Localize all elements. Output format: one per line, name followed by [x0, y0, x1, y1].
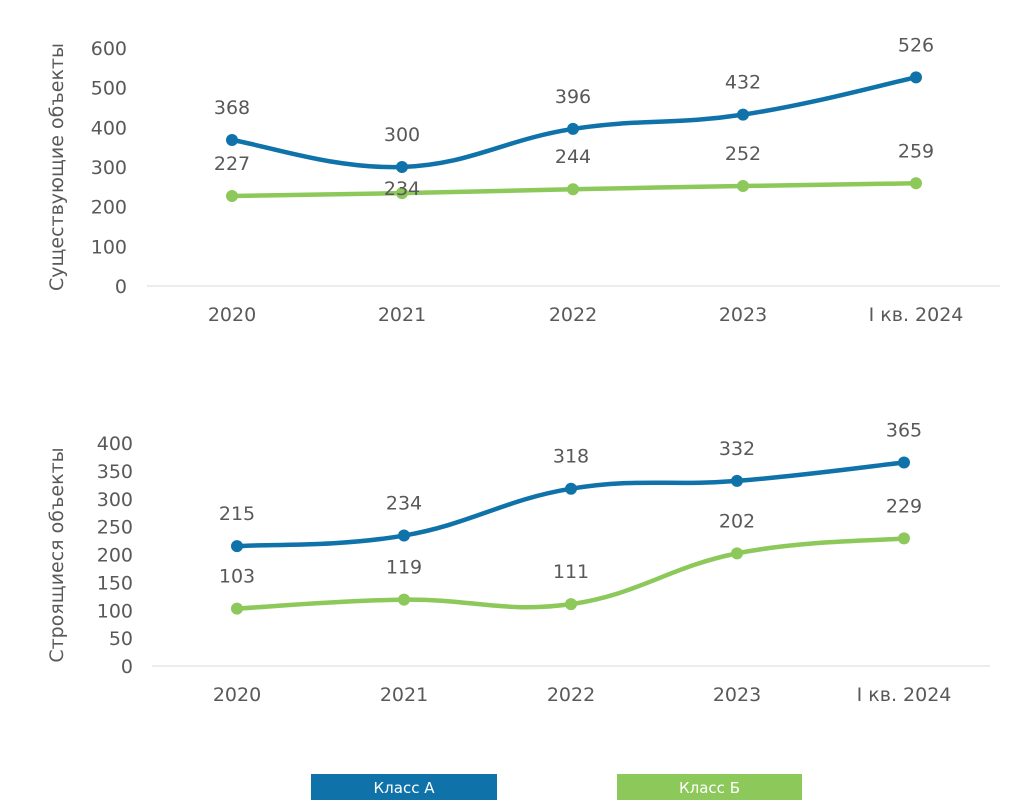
data-point	[910, 177, 922, 190]
y-tick-label: 0	[121, 656, 133, 678]
data-label: 244	[555, 146, 591, 168]
data-point	[226, 134, 238, 147]
y-tick-label: 150	[97, 572, 133, 594]
data-point	[226, 189, 238, 202]
data-label: 432	[725, 72, 761, 94]
x-tick-label: 2021	[380, 684, 428, 706]
y-tick-label: 600	[91, 38, 127, 60]
data-point	[567, 183, 579, 196]
data-label: 227	[214, 153, 250, 175]
data-point	[396, 161, 408, 173]
data-label: 215	[219, 503, 255, 525]
x-tick-label: 2021	[378, 304, 426, 326]
legend-label: Класс Б	[679, 779, 740, 797]
data-label: 234	[386, 493, 422, 515]
y-tick-label: 300	[97, 489, 133, 511]
y-tick-label: 350	[97, 461, 133, 483]
data-point	[567, 122, 579, 135]
legend-label: Класс А	[374, 779, 436, 797]
chart-2: 0 50 100 150 200 250 300 350 400 Строящиеся объек…	[46, 420, 990, 706]
y-tick-label: 200	[91, 197, 127, 219]
legend-swatch	[311, 774, 497, 800]
x-tick-label: 2022	[547, 684, 595, 706]
data-point	[396, 187, 408, 200]
x-tick-label: 2022	[549, 304, 597, 326]
y-axis-title: Существующие объекты	[46, 43, 68, 291]
data-point	[565, 598, 577, 611]
data-point	[398, 593, 410, 606]
y-tick-label: 50	[109, 628, 133, 650]
data-point	[231, 602, 243, 615]
x-tick-label: 2020	[213, 684, 261, 706]
data-label: 396	[555, 86, 591, 108]
data-label: 365	[886, 420, 922, 442]
data-point	[731, 474, 743, 487]
y-tick-label: 0	[115, 276, 127, 298]
data-point	[910, 71, 922, 84]
chart-1: 0 100 200 300 400 500 600 Существующие объекты 2…	[46, 34, 1000, 326]
data-point	[737, 108, 749, 121]
data-label: 252	[725, 143, 761, 165]
legend: Класс А Класс Б	[311, 774, 802, 800]
data-point	[898, 532, 910, 545]
data-point	[737, 180, 749, 193]
y-tick-label: 300	[91, 157, 127, 179]
y-axis-title: Строящиеся объекты	[46, 447, 68, 662]
y-tick-label: 100	[97, 600, 133, 622]
data-label: 259	[898, 140, 934, 162]
y-tick-label: 100	[91, 236, 127, 258]
data-label: 234	[384, 178, 420, 200]
series-line	[234, 460, 907, 549]
data-label: 318	[553, 446, 589, 468]
data-label: 202	[719, 510, 755, 532]
x-tick-label: 2023	[713, 684, 761, 706]
data-label: 332	[719, 438, 755, 460]
x-tick-label: 2020	[208, 304, 256, 326]
y-tick-label: 500	[91, 78, 127, 100]
x-tick-label: 2023	[719, 304, 767, 326]
y-tick-label: 250	[97, 517, 133, 539]
legend-swatch	[617, 774, 802, 800]
data-label: 111	[553, 561, 589, 583]
data-label: 119	[386, 557, 422, 579]
data-label: 526	[898, 34, 934, 56]
data-label: 368	[214, 97, 250, 119]
y-tick-label: 400	[97, 433, 133, 455]
data-label: 300	[384, 124, 420, 146]
data-point	[565, 482, 577, 495]
x-tick-label: I кв. 2024	[869, 304, 964, 326]
data-point	[898, 456, 910, 469]
data-label: 103	[219, 566, 255, 588]
x-tick-label: I кв. 2024	[857, 684, 952, 706]
data-point	[731, 547, 743, 560]
data-point	[231, 540, 243, 553]
data-point	[398, 529, 410, 542]
y-tick-label: 400	[91, 117, 127, 139]
y-tick-label: 200	[97, 545, 133, 567]
data-label: 229	[886, 495, 922, 517]
